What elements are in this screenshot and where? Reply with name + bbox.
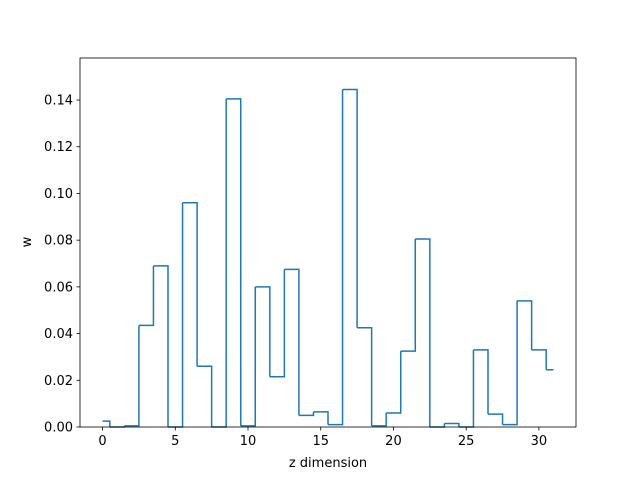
plot-area — [79, 57, 577, 428]
step-segment-12 — [269, 269, 286, 378]
step-segment-15 — [313, 411, 329, 425]
y-tick-label: 0.12 — [44, 140, 73, 155]
step-segment-22 — [415, 238, 431, 427]
y-tick-label: 0.04 — [44, 327, 73, 342]
step-segment-5 — [168, 202, 184, 428]
step-segment-21 — [400, 238, 417, 352]
step-segment-23 — [429, 423, 446, 428]
step-segment-0 — [102, 420, 111, 427]
step-segment-8 — [211, 98, 227, 428]
y-tick-label: 0.14 — [44, 94, 73, 109]
step-segment-28 — [502, 300, 518, 426]
y-tick-label: 0.08 — [44, 234, 73, 249]
y-axis: 0.00 0.02 0.04 0.06 0.08 0.10 0.12 0.14 — [44, 94, 80, 436]
x-tick-label: 30 — [531, 434, 548, 449]
step-segment-11 — [255, 286, 271, 377]
x-tick-label: 25 — [458, 434, 475, 449]
step-segment-25 — [458, 349, 475, 428]
step-segment-24 — [444, 422, 460, 427]
x-tick-label: 20 — [385, 434, 402, 449]
step-segment-30 — [531, 349, 547, 370]
step-segment-19 — [371, 412, 387, 427]
step-segment-17 — [342, 88, 358, 328]
step-segment-14 — [298, 411, 315, 417]
step-segment-3 — [138, 265, 155, 327]
x-axis: 0 5 10 15 20 25 30 — [98, 427, 547, 449]
x-axis-label: z dimension — [289, 456, 367, 471]
x-tick-label: 10 — [240, 434, 257, 449]
step-segment-26 — [473, 349, 489, 415]
step-segment-20 — [386, 351, 402, 414]
y-tick-label: 0.06 — [44, 280, 73, 295]
x-tick-label: 5 — [171, 434, 179, 449]
step-segment-4 — [153, 265, 169, 427]
step-segment-7 — [197, 365, 213, 427]
step-segment-27 — [488, 413, 504, 425]
step-segment-29 — [517, 300, 533, 350]
step-segment-2 — [124, 325, 140, 427]
step-segment-6 — [182, 202, 198, 367]
y-axis-label: w — [20, 236, 35, 247]
y-tick-label: 0.00 — [44, 421, 73, 436]
step-segment-16 — [328, 89, 344, 426]
y-tick-label: 0.02 — [44, 374, 73, 389]
step-segment-9 — [226, 98, 242, 426]
y-tick-label: 0.10 — [44, 187, 73, 202]
step-segment-10 — [240, 286, 257, 427]
plot-frame — [79, 57, 577, 428]
step-segment-18 — [357, 326, 373, 426]
step-segment-13 — [284, 268, 300, 416]
x-tick-label: 0 — [98, 434, 106, 449]
x-tick-label: 15 — [312, 434, 329, 449]
